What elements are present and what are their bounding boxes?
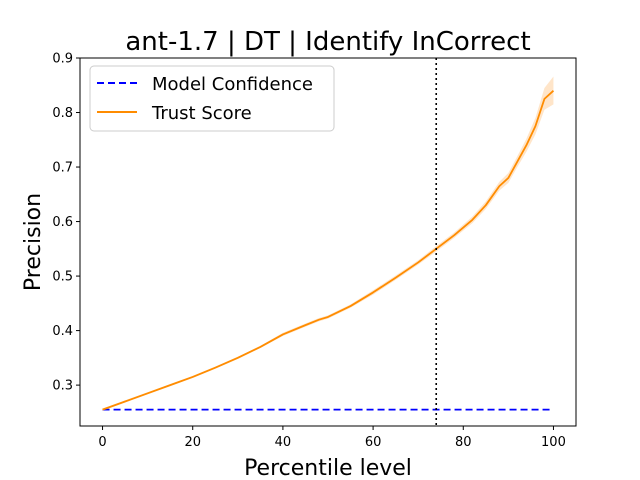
y-tick-label: 0.5 xyxy=(52,270,73,285)
y-axis-ticks: 0.3 0.4 0.5 0.6 0.7 0.8 0.9 xyxy=(52,52,80,394)
y-tick-label: 0.4 xyxy=(52,324,73,339)
series-line-trust-score xyxy=(102,90,555,411)
y-tick-label: 0.8 xyxy=(52,106,73,121)
chart-title: ant-1.7 | DT | Identify InCorrect xyxy=(125,27,530,57)
x-axis-label: Percentile level xyxy=(244,456,412,480)
legend-label-model-confidence: Model Confidence xyxy=(152,74,313,95)
y-axis-label: Precision xyxy=(21,193,46,291)
x-tick-label: 20 xyxy=(184,435,201,450)
plot-frame xyxy=(79,57,577,427)
plot-area xyxy=(79,57,577,427)
y-tick-label: 0.9 xyxy=(52,52,73,67)
x-tick-label: 0 xyxy=(98,435,106,450)
legend-label-trust-score: Trust Score xyxy=(151,103,252,124)
x-tick-label: 60 xyxy=(365,435,382,450)
series-lines-layer xyxy=(102,90,555,411)
x-tick-label: 80 xyxy=(455,435,472,450)
y-tick-label: 0.6 xyxy=(52,215,73,230)
y-tick-label: 0.7 xyxy=(52,161,73,176)
y-tick-label: 0.3 xyxy=(52,379,73,394)
legend: Model Confidence Trust Score xyxy=(89,65,335,132)
x-axis-ticks: 0 20 40 60 80 100 xyxy=(98,426,566,450)
legend-box xyxy=(89,65,335,132)
x-tick-label: 100 xyxy=(541,435,566,450)
x-tick-label: 40 xyxy=(275,435,292,450)
